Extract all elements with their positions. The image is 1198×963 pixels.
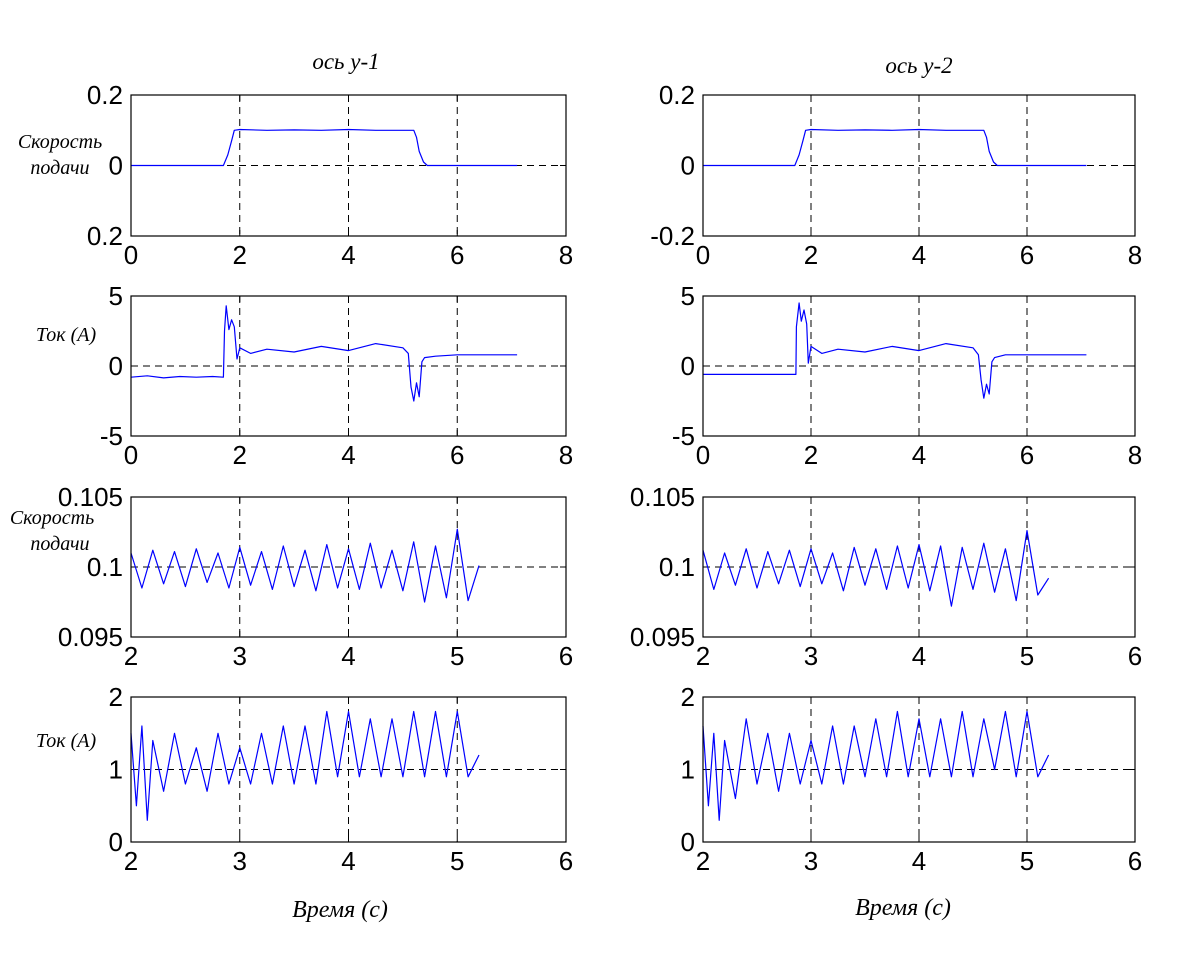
x-tick-label: 6 (1128, 641, 1142, 671)
x-tick-label: 3 (233, 641, 247, 671)
x-tick-label: 4 (912, 846, 926, 876)
row-label-feed-rate-zoom-line1: Скорость (10, 507, 94, 529)
y-tick-label: 0.1 (659, 552, 695, 582)
panel-y1-feed-rate-zoom: 2 3 4 5 6 0.105 0.1 0.095 (58, 482, 573, 671)
panel-y1-feed-rate: 0 2 4 6 80.200.2 (87, 80, 573, 270)
x-tick-label: 5 (1020, 641, 1034, 671)
x-tick-label: 4 (341, 641, 355, 671)
plot-frame (702, 94, 1136, 237)
row-label-feed-rate-zoom-line2: подачи (30, 533, 89, 555)
series-line (702, 710, 1050, 821)
series-line (130, 528, 480, 603)
y-tick-label: 0.095 (58, 622, 123, 652)
y-tick-label: -5 (672, 421, 695, 451)
column-title-y2: ось y-2 (885, 53, 952, 78)
x-tick-label: 2 (124, 641, 138, 671)
x-tick-label: 2 (804, 440, 818, 470)
y-tick-label: 0.095 (630, 622, 695, 652)
x-tick-label: 2 (804, 240, 818, 270)
x-tick-label: 6 (559, 846, 573, 876)
y-tick-label: 5 (109, 281, 123, 311)
x-tick-label: 8 (1128, 440, 1142, 470)
y-tick-label: 0 (109, 351, 123, 381)
x-tick-label: 6 (1020, 440, 1034, 470)
x-tick-label: 4 (912, 240, 926, 270)
y-tick-label: 0 (681, 351, 695, 381)
plot-frame (702, 496, 1136, 638)
x-tick-label: 5 (450, 641, 464, 671)
row-label-feed-rate-line1: Скорость (18, 131, 102, 153)
x-tick-label: 6 (559, 641, 573, 671)
x-tick-label: 4 (341, 440, 355, 470)
x-tick-label: 4 (341, 240, 355, 270)
x-tick-label: 3 (804, 641, 818, 671)
plot-frame (702, 696, 1136, 843)
y-tick-label: 0 (681, 827, 695, 857)
x-tick-label: 5 (450, 846, 464, 876)
panel-y2-feed-rate-zoom: 2 3 4 5 6 0.105 0.1 0.095 (630, 482, 1142, 671)
y-tick-label: 1 (109, 755, 123, 785)
y-tick-label: 0 (681, 151, 695, 181)
series-line (702, 529, 1050, 607)
x-tick-label: 0 (124, 440, 138, 470)
x-tick-label: 3 (804, 846, 818, 876)
row-label-current: Ток (А) (36, 324, 97, 346)
x-tick-label: 8 (1128, 240, 1142, 270)
y-tick-label: 2 (681, 682, 695, 712)
x-tick-label: 8 (559, 440, 573, 470)
x-tick-label: 2 (696, 641, 710, 671)
row-label-current-zoom: Ток (А) (36, 730, 97, 752)
y-tick-label: 5 (681, 281, 695, 311)
panel-y1-current-zoom: 2 3 4 5 6 2 1 0 (109, 682, 574, 876)
x-tick-label: 4 (912, 440, 926, 470)
y-tick-label: 0 (109, 827, 123, 857)
y-tick-label: 0.2 (87, 80, 123, 110)
plot-frame (130, 496, 567, 638)
x-tick-label: 2 (233, 240, 247, 270)
y-tick-label: 2 (109, 682, 123, 712)
x-tick-label: 2 (233, 440, 247, 470)
x-tick-label: 4 (912, 641, 926, 671)
plot-frame (130, 94, 567, 237)
plot-frame (130, 295, 567, 437)
x-tick-label: 0 (696, 240, 710, 270)
panel-y2-current: 0 2 4 6 850-5 (672, 281, 1142, 470)
x-tick-label: 6 (450, 240, 464, 270)
y-tick-label: 1 (681, 755, 695, 785)
x-tick-label: 6 (1020, 240, 1034, 270)
x-tick-label: 0 (696, 440, 710, 470)
panel-y2-current-zoom: 2 3 4 5 6 2 1 0 (681, 682, 1143, 876)
y-tick-label: -0.2 (650, 221, 695, 251)
x-tick-label: 6 (1128, 846, 1142, 876)
panel-y1-current: 0 2 4 6 850-5 (100, 281, 573, 470)
y-tick-label: 0.1 (87, 552, 123, 582)
y-tick-label: -5 (100, 421, 123, 451)
x-tick-label: 2 (696, 846, 710, 876)
y-tick-label: 0.105 (630, 482, 695, 512)
x-axis-label-y2: Время (с) (855, 895, 951, 921)
series-line (703, 128, 1087, 167)
y-tick-label: 0.2 (659, 80, 695, 110)
y-tick-label: 0 (109, 151, 123, 181)
x-tick-label: 8 (559, 240, 573, 270)
series-line (130, 305, 518, 402)
series-line (130, 710, 480, 821)
x-tick-label: 2 (124, 846, 138, 876)
series-line (703, 302, 1087, 399)
plot-frame (130, 696, 567, 843)
x-tick-label: 0 (124, 240, 138, 270)
series-line (131, 128, 518, 167)
column-title-y1: ось y-1 (312, 49, 379, 74)
x-tick-label: 6 (450, 440, 464, 470)
panel-y2-feed-rate: 0 2 4 6 80.20-0.2 (650, 80, 1142, 270)
y-tick-label: 0.105 (58, 482, 123, 512)
x-tick-label: 4 (341, 846, 355, 876)
y-tick-label: 0.2 (87, 221, 123, 251)
row-label-feed-rate-line2: подачи (30, 157, 89, 179)
x-tick-label: 5 (1020, 846, 1034, 876)
x-axis-label-y1: Время (с) (292, 897, 388, 923)
plot-frame (702, 295, 1136, 437)
x-tick-label: 3 (233, 846, 247, 876)
